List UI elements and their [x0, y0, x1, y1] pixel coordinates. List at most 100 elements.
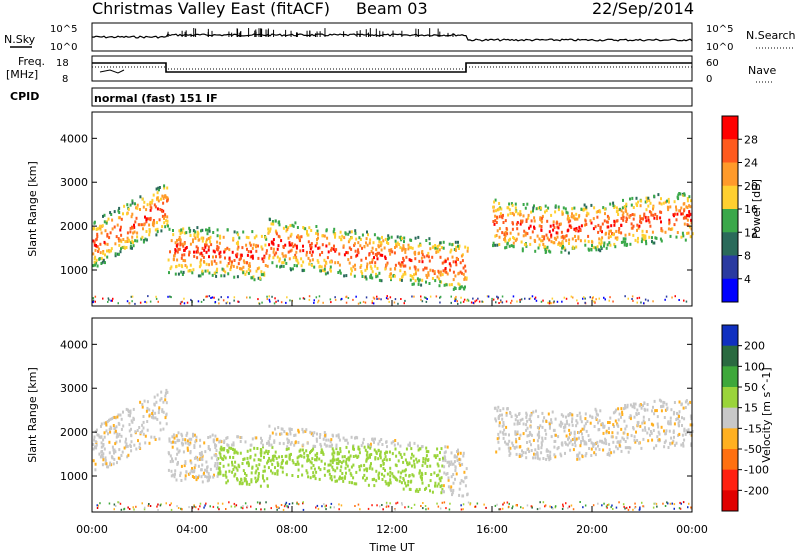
velocity-cell [460, 508, 463, 511]
velocity-cell [406, 463, 409, 467]
velocity-cell [290, 441, 293, 445]
velocity-cell [628, 416, 631, 419]
velocity-cell [566, 443, 569, 447]
velocity-cell [233, 502, 236, 505]
power-cell [676, 231, 679, 234]
velocity-cell [193, 504, 195, 507]
power-cell [441, 273, 444, 277]
power-cell [645, 219, 648, 223]
velocity-cell [655, 502, 658, 505]
velocity-cell [514, 418, 517, 422]
power-cell [282, 264, 285, 268]
power-cell [508, 208, 511, 212]
power-cell [683, 209, 686, 213]
velocity-cell [608, 442, 611, 446]
velocity-cell [149, 505, 152, 507]
power-cell [180, 301, 183, 304]
power-cell [624, 233, 627, 237]
power-cell [550, 233, 553, 237]
velocity-cell [114, 505, 117, 507]
velocity-cell [677, 433, 680, 437]
power-cell [450, 248, 453, 252]
velocity-cell [590, 454, 593, 457]
velocity-cell [650, 422, 653, 426]
colorbar-tick-label: -100 [744, 464, 769, 477]
velocity-cell [193, 433, 196, 437]
power-cell [118, 243, 121, 247]
velocity-cell [363, 468, 366, 472]
velocity-cell [381, 443, 384, 446]
velocity-cell [629, 417, 632, 421]
power-cell [555, 237, 558, 241]
velocity-cell [655, 444, 658, 448]
power-cell [505, 227, 508, 230]
velocity-cell [387, 505, 390, 508]
velocity-cell [184, 477, 187, 481]
velocity-cell [267, 459, 269, 463]
velocity-cell [493, 406, 496, 410]
velocity-cell [297, 428, 300, 432]
power-cell [317, 301, 319, 304]
power-cell [609, 296, 611, 299]
velocity-cell [319, 442, 322, 446]
velocity-cell [164, 394, 167, 398]
velocity-cell [402, 487, 405, 491]
power-cell [310, 242, 313, 246]
power-cell [183, 253, 186, 257]
velocity-cell [403, 469, 406, 473]
power-cell [247, 250, 250, 254]
velocity-cell [273, 439, 276, 443]
power-cell [100, 256, 103, 260]
velocity-cell [92, 447, 95, 451]
velocity-cell [464, 476, 467, 480]
power-cell [330, 248, 333, 252]
power-cell [102, 258, 105, 262]
velocity-cell [98, 435, 101, 439]
power-cell [176, 238, 178, 242]
velocity-cell [112, 462, 115, 466]
velocity-cell [132, 416, 135, 420]
power-cell [353, 242, 356, 246]
power-cell [500, 299, 502, 302]
power-cell [498, 302, 500, 304]
velocity-cell [582, 438, 585, 442]
velocity-cell [329, 440, 332, 444]
velocity-cell [579, 444, 582, 448]
power-cell [101, 224, 104, 228]
power-cell [624, 240, 627, 244]
velocity-cell [608, 421, 611, 424]
power-cell [189, 242, 192, 246]
velocity-cell [545, 432, 548, 436]
power-cell [414, 257, 417, 261]
power-cell [296, 226, 299, 229]
velocity-cell [151, 412, 154, 415]
power-cell [540, 220, 543, 224]
power-cell [606, 214, 609, 218]
power-cell [603, 219, 606, 223]
velocity-cell [374, 437, 376, 441]
velocity-cell [420, 478, 423, 482]
velocity-cell [293, 434, 296, 437]
power-cell [404, 248, 407, 251]
velocity-cell [297, 475, 300, 478]
velocity-cell [412, 474, 415, 478]
velocity-cell [280, 462, 283, 465]
power-cell [604, 212, 606, 216]
power-cell [195, 250, 198, 254]
power-cell [308, 295, 311, 298]
power-cell [466, 249, 469, 253]
velocity-cell [416, 460, 419, 464]
power-cell [149, 216, 152, 220]
velocity-cell [576, 453, 579, 457]
power-cell [637, 236, 639, 240]
power-cell [288, 241, 291, 245]
power-cell [632, 299, 634, 302]
power-cell [632, 217, 635, 221]
power-cell [109, 211, 112, 215]
power-cell [334, 261, 337, 265]
power-cell [672, 213, 675, 217]
velocity-cell [379, 454, 381, 458]
velocity-cell [690, 415, 693, 419]
velocity-cell [427, 484, 430, 488]
